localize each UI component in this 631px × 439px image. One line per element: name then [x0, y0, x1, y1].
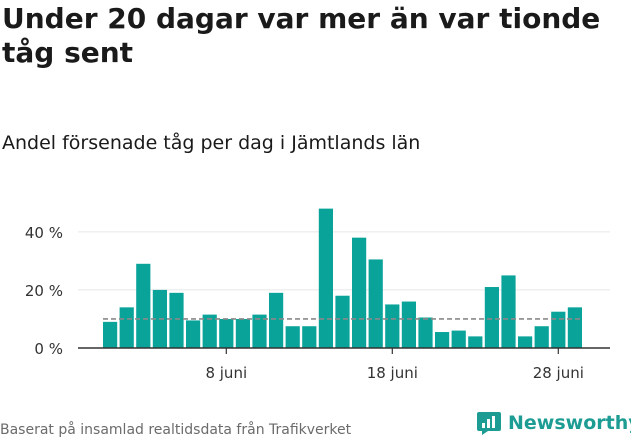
bar: [451, 330, 466, 348]
source-note: Baserat på insamlad realtidsdata från Tr…: [0, 422, 352, 438]
bar: [119, 307, 134, 348]
brand-logo[interactable]: Newsworthy: [476, 409, 631, 437]
bar: [518, 336, 533, 348]
bar: [169, 292, 184, 348]
bar: [219, 318, 234, 348]
y-tick-label: 20 %: [25, 282, 63, 300]
bar: [567, 307, 582, 348]
bar: [468, 336, 483, 348]
brand-name: Newsworthy: [508, 412, 631, 434]
y-tick-label: 40 %: [25, 224, 63, 242]
chart-title: Under 20 dagar var mer än var tionde tåg…: [2, 2, 601, 69]
bar-chart: 0 % 20 % 40 % 8 juni 18 juni 28 juni: [25, 208, 610, 382]
bar: [252, 314, 267, 348]
bar: [318, 208, 333, 348]
bar: [285, 326, 300, 348]
x-tick-label: 28 juni: [533, 364, 584, 382]
bar-chart-logo-icon: [477, 412, 501, 435]
bar: [186, 320, 201, 348]
bar: [435, 332, 450, 348]
x-tick-label: 8 juni: [205, 364, 247, 382]
bar: [202, 314, 217, 348]
bar: [484, 287, 499, 348]
y-tick-label: 0 %: [34, 340, 63, 358]
bar: [302, 326, 317, 348]
bar: [136, 263, 151, 348]
bar: [335, 295, 350, 348]
bar: [551, 311, 566, 348]
bar: [368, 259, 383, 348]
bar: [385, 304, 400, 348]
bar: [352, 237, 367, 348]
bar: [418, 317, 433, 348]
bar: [401, 301, 416, 348]
x-tick-label: 18 juni: [367, 364, 418, 382]
chart-subtitle: Andel försenade tåg per dag i Jämtlands …: [2, 132, 421, 154]
bar: [103, 321, 118, 348]
bar: [269, 292, 284, 348]
bar: [534, 326, 549, 348]
bar: [501, 275, 516, 348]
bar: [235, 318, 250, 348]
